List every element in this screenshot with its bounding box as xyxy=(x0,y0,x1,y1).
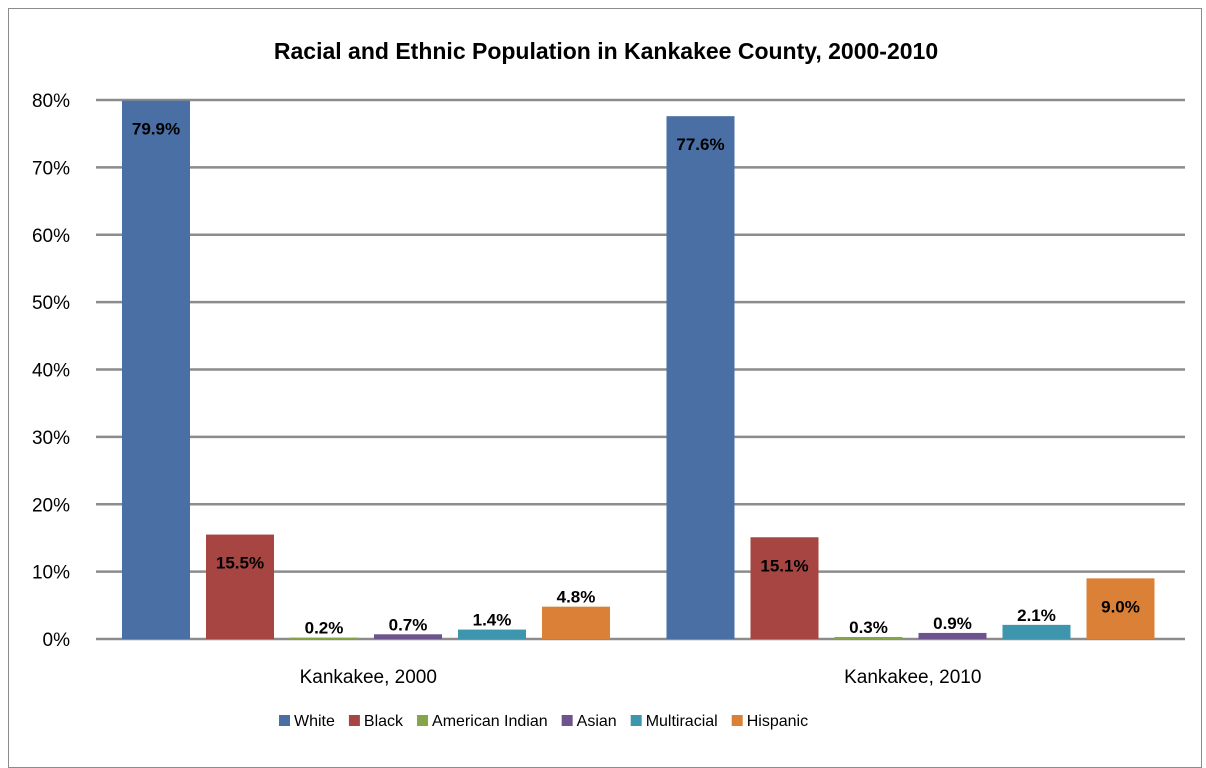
legend-item: Asian xyxy=(561,713,617,730)
data-label: 79.9% xyxy=(132,120,180,139)
legend-label: White xyxy=(294,713,335,730)
y-tick-label: 30% xyxy=(32,428,70,449)
x-category-label: Kankakee, 2010 xyxy=(844,667,981,688)
chart-title: Racial and Ethnic Population in Kankakee… xyxy=(274,38,938,64)
legend-swatch xyxy=(279,715,290,726)
bar-asian xyxy=(918,632,987,639)
y-tick-label: 10% xyxy=(32,563,70,584)
legend-swatch xyxy=(731,715,743,726)
legend-item: Black xyxy=(348,713,404,730)
bar-hispanic xyxy=(542,606,610,639)
data-label: 15.1% xyxy=(760,556,808,575)
legend-label: American Indian xyxy=(432,713,548,730)
legend-label: Hispanic xyxy=(747,713,808,730)
data-label: 4.8% xyxy=(557,588,596,607)
bar-american-indian xyxy=(834,636,903,639)
x-axis: Kankakee, 2000 Kankakee, 2010 xyxy=(300,667,982,688)
data-label: 77.6% xyxy=(676,135,724,154)
legend-label: Black xyxy=(364,713,404,730)
y-tick-label: 40% xyxy=(32,361,70,382)
legend: White Black American Indian Asian Multiracia… xyxy=(279,713,808,730)
bar-black xyxy=(750,537,819,639)
bar-black xyxy=(206,534,274,639)
legend-item: White xyxy=(279,713,335,730)
legend-swatch xyxy=(561,715,573,726)
legend-label: Multiracial xyxy=(646,713,718,730)
bar-multiracial xyxy=(458,629,526,639)
bar-american-indian xyxy=(290,637,358,639)
legend-item: Multiracial xyxy=(630,713,718,730)
legend-item: Hispanic xyxy=(731,713,808,730)
bar-hispanic xyxy=(1086,578,1155,639)
y-tick-label: 20% xyxy=(32,495,70,516)
y-tick-label: 70% xyxy=(32,158,70,179)
data-label: 0.3% xyxy=(849,618,888,637)
bar-white xyxy=(122,100,190,639)
data-label: 0.2% xyxy=(305,619,344,638)
y-tick-label: 60% xyxy=(32,226,70,247)
legend-item: American Indian xyxy=(417,713,548,730)
data-label: 1.4% xyxy=(473,611,512,630)
legend-swatch xyxy=(417,715,429,726)
data-label: 9.0% xyxy=(1101,597,1140,616)
chart-frame xyxy=(8,8,1202,768)
legend-label: Asian xyxy=(577,713,617,730)
y-tick-label: 0% xyxy=(43,630,71,651)
data-label: 2.1% xyxy=(1017,606,1056,625)
legend-swatch xyxy=(630,715,642,726)
data-label: 0.7% xyxy=(389,615,428,634)
bar-asian xyxy=(374,634,442,639)
data-label: 0.9% xyxy=(933,614,972,633)
bar-multiracial xyxy=(1002,624,1071,639)
bars: 79.9% 15.5% 0.2% 0.7% 1.4% 4.8% 77.6% 15.1% 0.3%… xyxy=(122,100,1155,640)
y-tick-label: 80% xyxy=(32,91,70,112)
bar-white xyxy=(666,116,735,640)
legend-swatch xyxy=(348,715,360,726)
x-category-label: Kankakee, 2000 xyxy=(300,667,437,688)
y-axis: 0% 10% 20% 30% 40% 50% 60% 70% 80% xyxy=(32,91,70,651)
data-label: 15.5% xyxy=(216,554,264,573)
y-tick-label: 50% xyxy=(32,293,70,314)
